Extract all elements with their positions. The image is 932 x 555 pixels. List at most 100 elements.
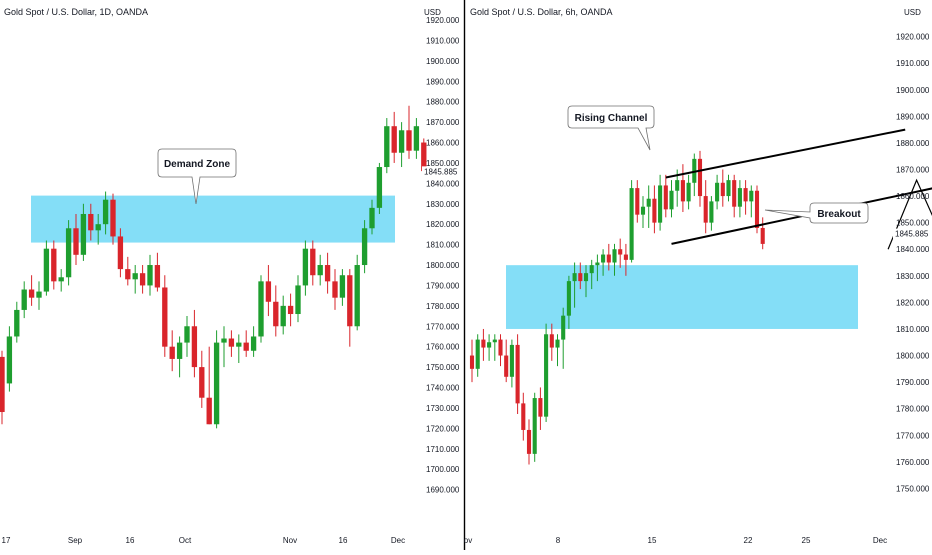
y-tick-label: 1780.000	[426, 302, 460, 311]
candle-body	[340, 275, 345, 297]
candle-body	[698, 159, 702, 196]
candle-body	[624, 255, 628, 260]
candle-body	[22, 290, 27, 310]
candle-body	[761, 228, 765, 244]
candle-body	[133, 273, 138, 279]
y-tick-label: 1840.000	[426, 179, 460, 188]
y-tick-label: 1790.000	[426, 281, 460, 290]
candle-body	[325, 265, 330, 281]
candle-body	[630, 188, 634, 260]
candle-body	[273, 302, 278, 326]
candle-body	[251, 336, 256, 350]
candle-body	[110, 200, 115, 237]
candle-body	[504, 356, 508, 377]
x-tick-label: 25	[802, 536, 811, 545]
candle-body	[347, 275, 352, 326]
candle-body	[414, 126, 419, 150]
candle-body	[125, 269, 130, 279]
y-tick-label: 1690.000	[426, 486, 460, 495]
candle-body	[369, 208, 374, 228]
candle-body	[704, 196, 708, 223]
candle-body	[36, 292, 41, 298]
candle-body	[199, 367, 204, 398]
candle-body	[533, 398, 537, 454]
y-tick-label: 1890.000	[896, 112, 930, 121]
x-tick-label: Nov	[283, 536, 297, 545]
candle-body	[647, 199, 651, 207]
candle-body	[118, 236, 123, 269]
candle-body	[521, 403, 525, 430]
candle-body	[681, 180, 685, 201]
candle-body	[44, 249, 49, 292]
candle-body	[88, 214, 93, 230]
candle-body	[595, 263, 599, 266]
candle-body	[207, 398, 212, 425]
y-tick-label: 1810.000	[426, 241, 460, 250]
breakout-label: Breakout	[817, 209, 861, 220]
y-tick-label: 1790.000	[896, 378, 930, 387]
candle-body	[487, 342, 491, 347]
candle-body	[229, 339, 234, 347]
candle-body	[601, 255, 605, 263]
y-tick-label: 1820.000	[426, 220, 460, 229]
candle-body	[726, 180, 730, 196]
y-tick-label: 1800.000	[426, 261, 460, 270]
candle-body	[561, 316, 565, 340]
candle-body	[641, 207, 645, 215]
y-tick-label: 1830.000	[426, 200, 460, 209]
candle-body	[258, 281, 263, 336]
y-tick-label: 1770.000	[426, 322, 460, 331]
candle-body	[635, 188, 639, 215]
y-tick-label: 1770.000	[896, 431, 930, 440]
candle-body	[103, 200, 108, 224]
candle-body	[664, 185, 668, 209]
candle-body	[170, 347, 175, 359]
x-tick-label: 22	[744, 536, 753, 545]
candle-body	[749, 191, 753, 202]
x-tick-label: 8	[556, 536, 561, 545]
x-tick-label: 16	[339, 536, 348, 545]
candle-body	[7, 336, 12, 383]
candle-body	[392, 126, 397, 153]
candle-body	[355, 265, 360, 326]
candle-body	[59, 277, 64, 281]
candle-body	[658, 185, 662, 222]
y-tick-label: 1800.000	[896, 352, 930, 361]
y-tick-label: 1750.000	[426, 363, 460, 372]
y-tick-label: 1890.000	[426, 77, 460, 86]
candle-body	[281, 306, 286, 326]
y-tick-label: 1860.000	[896, 192, 930, 201]
candle-body	[96, 224, 101, 230]
candle-body	[81, 214, 86, 255]
y-tick-label: 1820.000	[896, 298, 930, 307]
candle-body	[755, 191, 759, 228]
y-tick-label: 1860.000	[426, 139, 460, 148]
candle-body	[406, 130, 411, 150]
candle-body	[721, 183, 725, 196]
y-tick-label: 1750.000	[896, 484, 930, 493]
y-tick-label: 1780.000	[896, 405, 930, 414]
candle-body	[538, 398, 542, 417]
candle-body	[192, 326, 197, 367]
y-tick-label: 1700.000	[426, 465, 460, 474]
y-tick-label: 1810.000	[896, 325, 930, 334]
candle-body	[618, 249, 622, 254]
candle-body	[584, 273, 588, 281]
candle-body	[66, 228, 71, 277]
candle-body	[567, 281, 571, 316]
candle-body	[493, 340, 497, 343]
candle-body	[162, 287, 167, 346]
y-tick-label: 1760.000	[896, 458, 930, 467]
candle-body	[573, 273, 577, 281]
candle-body	[310, 249, 315, 276]
y-tick-label: 1840.000	[896, 245, 930, 254]
candle-body	[709, 201, 713, 222]
y-tick-label: 1880.000	[426, 98, 460, 107]
left-last-price-label: 1845.885	[424, 167, 458, 176]
left-currency-label: USD	[424, 8, 441, 17]
candle-body	[744, 188, 748, 201]
x-tick-label: Dec	[391, 536, 405, 545]
right-last-price-label: 1845.885	[895, 230, 929, 239]
candle-body	[14, 310, 19, 337]
